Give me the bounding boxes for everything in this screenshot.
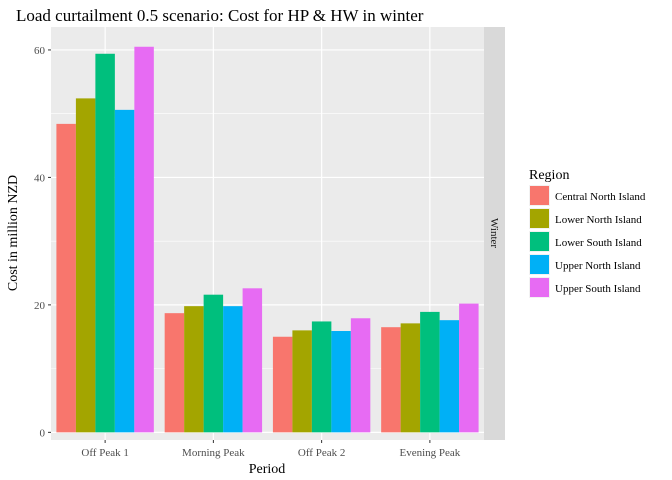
legend-label: Central North Island	[555, 191, 646, 203]
bar	[331, 331, 351, 433]
facet-label: Winter	[488, 218, 500, 248]
x-axis-ticks: Off Peak 1 Morning Peak Off Peak 2 Evening …	[81, 440, 461, 459]
bar	[400, 323, 421, 433]
legend-label: Upper South Island	[555, 283, 641, 295]
x-tick-label: Off Peak 1	[81, 447, 128, 459]
bar	[459, 303, 479, 433]
bar	[223, 306, 243, 433]
bar	[292, 330, 312, 433]
legend-key	[530, 209, 549, 228]
bar	[184, 306, 204, 433]
legend-title: Region	[529, 168, 569, 183]
bar	[439, 320, 460, 433]
x-tick-label: Off Peak 2	[298, 447, 345, 459]
y-tick-label: 0	[40, 427, 46, 439]
bar	[420, 311, 440, 433]
y-axis-ticks: 0 20 40 60	[34, 45, 51, 439]
legend: Central North Island Lower North Island Lo…	[529, 185, 646, 298]
legend-key	[530, 255, 549, 274]
y-tick-label: 20	[34, 300, 46, 312]
x-axis-title: Period	[249, 462, 286, 477]
y-axis-title: Cost in million NZD	[6, 175, 21, 291]
chart-title: Load curtailment 0.5 scenario: Cost for …	[16, 6, 424, 25]
bar	[242, 288, 263, 433]
legend-label: Upper North Island	[555, 260, 641, 272]
legend-key	[530, 186, 549, 205]
y-tick-label: 60	[34, 45, 46, 57]
bar	[272, 336, 293, 433]
bars	[56, 46, 479, 433]
bar	[56, 123, 76, 433]
bar	[164, 313, 185, 433]
x-tick-label: Morning Peak	[182, 447, 245, 459]
legend-key	[530, 278, 549, 297]
bar	[381, 327, 401, 433]
bar	[203, 294, 224, 433]
x-tick-label: Evening Peak	[399, 447, 460, 459]
facet-strip	[484, 27, 505, 440]
bar	[114, 109, 135, 433]
bar	[350, 318, 371, 433]
y-tick-label: 40	[34, 172, 46, 184]
bar	[311, 321, 332, 433]
legend-key	[530, 232, 549, 251]
bar	[134, 46, 154, 433]
bar	[95, 53, 115, 433]
bar	[75, 98, 96, 433]
legend-label: Lower North Island	[555, 214, 642, 226]
legend-label: Lower South Island	[555, 237, 642, 249]
